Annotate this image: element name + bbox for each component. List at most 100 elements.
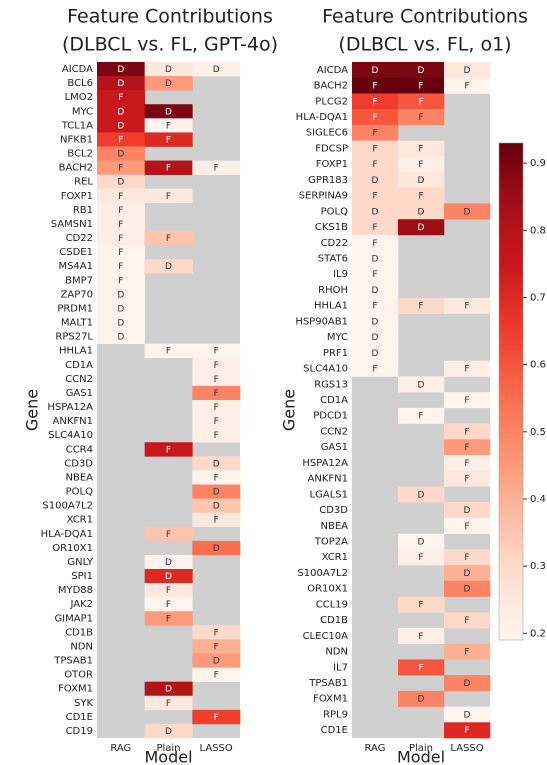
cell-label: D (213, 502, 220, 512)
y-tick-label: IL7 (333, 662, 348, 673)
y-tick-label: PRF1 (323, 348, 348, 359)
heatmap-cell (192, 512, 241, 528)
heatmap-cell (352, 124, 399, 141)
y-tick-label: SLC4A10 (303, 364, 348, 375)
heatmap-cell (192, 653, 241, 668)
heatmap-cell (97, 231, 145, 246)
y-tick-label: GIMAP1 (54, 613, 93, 624)
heatmap-cell (398, 627, 445, 644)
cell-label: F (372, 365, 377, 375)
cell-label: F (464, 475, 469, 485)
heatmap-cell (352, 250, 399, 267)
heatmap-cell (97, 329, 145, 344)
heatmap-cell (444, 470, 491, 487)
cell-label: F (166, 121, 171, 131)
cell-label: F (118, 192, 123, 202)
cell-label: D (117, 290, 124, 300)
y-tick-label: ZAP70 (61, 289, 93, 300)
cell-label: D (372, 176, 379, 186)
y-tick-label: CD3D (64, 458, 93, 469)
y-tick-label: CD3D (319, 505, 348, 516)
cell-label: F (214, 628, 219, 638)
cell-label: F (418, 160, 423, 170)
chart-title: Feature Contributions (67, 6, 273, 28)
heatmap-cell (192, 709, 241, 725)
cell-label: F (118, 234, 123, 244)
heatmap-cell (97, 202, 145, 218)
heatmap-cell (192, 498, 241, 513)
cell-label: F (418, 412, 423, 422)
cell-label: F (464, 616, 469, 626)
y-tick-label: TCL1A (61, 120, 93, 131)
cell-label: F (166, 445, 171, 455)
y-tick-label: FOXM1 (58, 684, 93, 695)
cell-label: F (214, 713, 219, 723)
y-tick-label: TPSAB1 (53, 656, 93, 667)
cell-label: D (464, 569, 471, 579)
cell-label: D (117, 65, 124, 75)
cell-label: F (372, 239, 377, 249)
cell-label: F (214, 164, 219, 174)
y-tick-label: TPSAB1 (308, 678, 348, 689)
heatmap-cell (444, 360, 491, 377)
cell-label: F (214, 671, 219, 681)
cell-label: F (166, 530, 171, 540)
cell-label: D (117, 79, 124, 89)
y-tick-label: HSP90AB1 (295, 316, 348, 327)
y-tick-label: POLQ (66, 487, 93, 498)
y-tick-label: SERPINA9 (299, 191, 348, 202)
cell-label: F (418, 144, 423, 154)
y-tick-label: BACH2 (314, 81, 348, 92)
heatmap-cell (97, 146, 145, 161)
heatmap-cell (144, 681, 193, 697)
cell-label: F (214, 516, 219, 526)
x-tick-label: RAG (110, 743, 131, 754)
cell-label: F (372, 82, 377, 92)
heatmap-cell (398, 172, 445, 189)
cell-label: F (464, 726, 469, 736)
heatmap-cell (97, 259, 145, 274)
heatmap-cell (398, 486, 445, 503)
y-axis-label: Gene (280, 389, 299, 431)
cell-label: D (418, 66, 425, 76)
colorbar-tick-label: 0.2 (530, 628, 546, 639)
cell-label: F (166, 347, 171, 357)
cell-label: F (214, 375, 219, 385)
heatmap-cell (444, 423, 491, 440)
y-tick-label: BCL2 (67, 149, 93, 160)
cell-label: D (213, 65, 220, 75)
cell-label: D (418, 176, 425, 186)
heatmap-cell (97, 216, 145, 232)
heatmap-cell (398, 140, 445, 157)
y-tick-label: FDCSP (315, 143, 348, 154)
cell-label: F (372, 97, 377, 107)
cell-label: F (166, 192, 171, 202)
y-tick-label: MS4A1 (58, 261, 93, 272)
heatmap-cell (144, 597, 193, 612)
x-tick-label: LASSO (200, 743, 233, 754)
cell-label: F (118, 262, 123, 272)
heatmap-cell (398, 203, 445, 220)
heatmap-cell (352, 93, 399, 110)
cell-label: F (118, 93, 123, 103)
y-tick-label: OTOR (64, 670, 93, 681)
cell-label: D (117, 178, 124, 188)
cell-label: D (464, 679, 471, 689)
chart-title: Feature Contributions (322, 6, 528, 28)
y-tick-label: SPI1 (71, 571, 93, 582)
y-tick-label: GPR183 (308, 175, 348, 186)
y-tick-label: S100A7L2 (42, 501, 93, 512)
y-tick-label: OR10X1 (307, 584, 348, 595)
y-tick-label: NBEA (66, 472, 94, 483)
heatmap-cell (144, 343, 193, 359)
cell-label: F (372, 302, 377, 312)
heatmap-cell (444, 565, 491, 582)
heatmap-cell (144, 104, 193, 119)
heatmap-cell (144, 554, 193, 570)
y-tick-label: HHLA1 (314, 301, 348, 312)
cell-label: F (166, 699, 171, 709)
cell-label: D (165, 107, 172, 117)
cell-label: F (118, 164, 123, 174)
heatmap-cell (192, 357, 241, 373)
heatmap-cell (97, 104, 145, 119)
